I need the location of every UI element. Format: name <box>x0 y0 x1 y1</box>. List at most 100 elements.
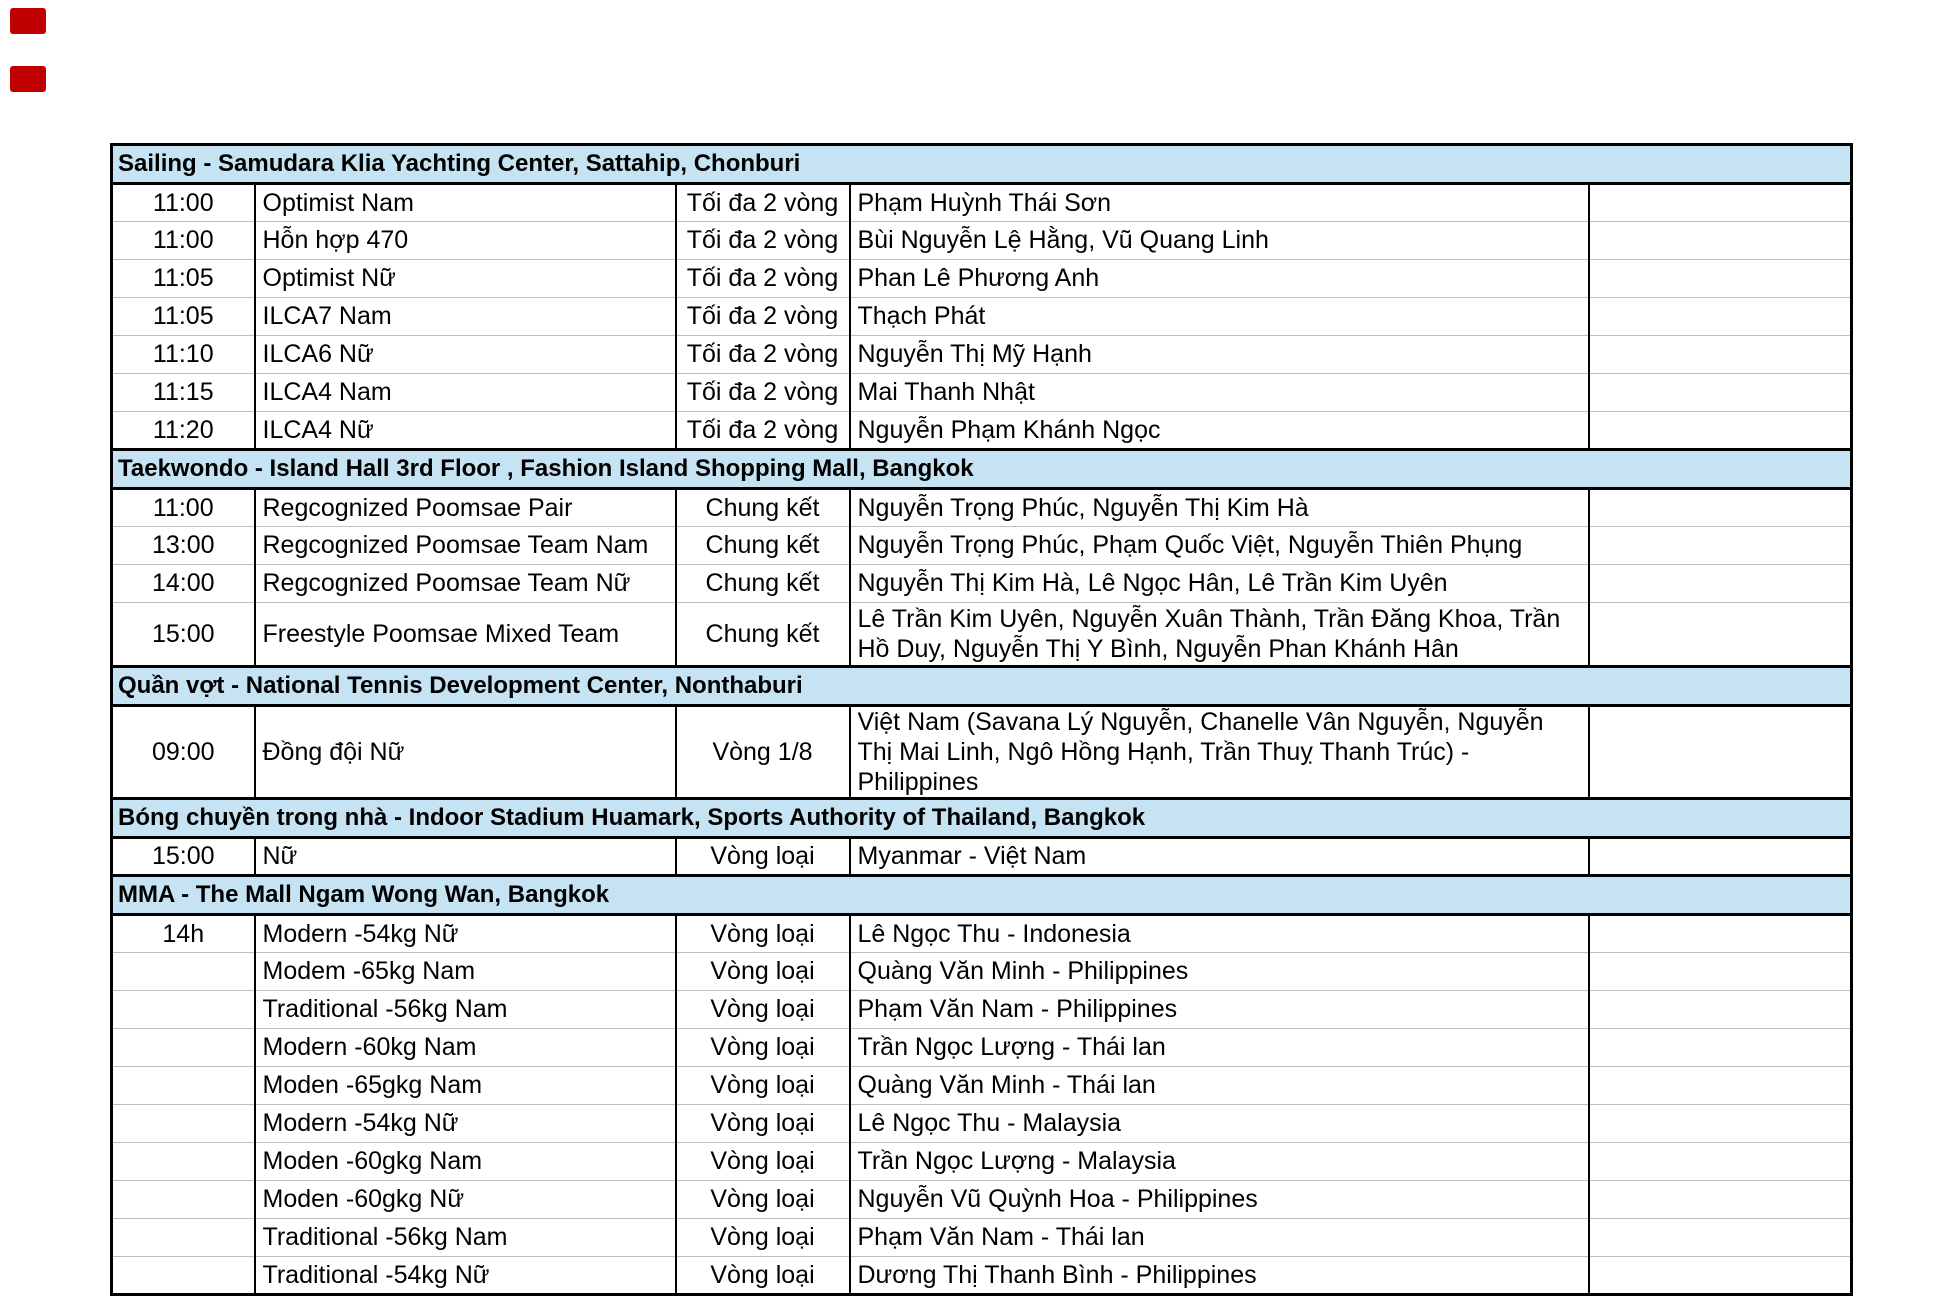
section-header-row: Sailing - Samudara Klia Yachting Center,… <box>111 143 1852 185</box>
athletes-cell: Myanmar - Việt Nam <box>849 837 1590 876</box>
event-cell: Modern -54kg Nữ <box>254 1104 677 1143</box>
round-cell: Tối đa 2 vòng <box>675 373 851 412</box>
schedule-table: Sailing - Samudara Klia Yachting Center,… <box>110 143 1854 1296</box>
time-cell: 11:00 <box>111 488 256 527</box>
section-header-row: Bóng chuyền trong nhà - Indoor Stadium H… <box>111 797 1852 839</box>
table-row: 11:15 ILCA4 Nam Tối đa 2 vòng Mai Thanh Nhậ… <box>111 373 1852 412</box>
table-row: 11:00 Optimist Nam Tối đa 2 vòng Phạm Huỳnh… <box>111 183 1852 222</box>
athletes-cell: Lê Ngọc Thu - Indonesia <box>849 914 1590 953</box>
event-cell: Regcognized Poomsae Pair <box>254 488 677 527</box>
round-cell: Chung kết <box>675 526 851 565</box>
athletes-cell: Mai Thanh Nhật <box>849 373 1590 412</box>
notes-cell <box>1588 837 1852 876</box>
notes-cell <box>1588 1142 1852 1181</box>
table-row: 11:00 Regcognized Poomsae Pair Chung kết Ng… <box>111 488 1852 527</box>
round-cell: Tối đa 2 vòng <box>675 221 851 260</box>
section-header: Bóng chuyền trong nhà - Indoor Stadium H… <box>111 797 1852 839</box>
red-redaction-mark <box>10 8 46 34</box>
table-row: 15:00 Freestyle Poomsae Mixed Team Chung k… <box>111 602 1852 667</box>
athletes-cell: Phan Lê Phương Anh <box>849 259 1590 298</box>
athletes-cell: Việt Nam (Savana Lý Nguyễn, Chanelle Vân… <box>849 705 1590 799</box>
table-row: 09:00 Đồng đội Nữ Vòng 1/8 Việt Nam (Savana… <box>111 705 1852 799</box>
time-cell <box>111 1142 256 1181</box>
section-header-row: MMA - The Mall Ngam Wong Wan, Bangkok <box>111 874 1852 916</box>
event-cell: Traditional -56kg Nam <box>254 990 677 1029</box>
time-cell: 15:00 <box>111 837 256 876</box>
round-cell: Vòng loại <box>675 990 851 1029</box>
athletes-cell: Phạm Văn Nam - Thái lan <box>849 1218 1590 1257</box>
athletes-cell: Nguyễn Trọng Phúc, Phạm Quốc Việt, Nguyễ… <box>849 526 1590 565</box>
notes-cell <box>1588 602 1852 667</box>
time-cell: 11:00 <box>111 221 256 260</box>
round-cell: Vòng loại <box>675 1218 851 1257</box>
event-cell: Modem -65kg Nam <box>254 952 677 991</box>
event-cell: Optimist Nữ <box>254 259 677 298</box>
athletes-cell: Lê Ngọc Thu - Malaysia <box>849 1104 1590 1143</box>
event-cell: ILCA6 Nữ <box>254 335 677 374</box>
event-cell: Regcognized Poomsae Team Nữ <box>254 564 677 603</box>
event-cell: Optimist Nam <box>254 183 677 222</box>
time-cell: 15:00 <box>111 602 256 667</box>
event-cell: Freestyle Poomsae Mixed Team <box>254 602 677 667</box>
notes-cell <box>1588 373 1852 412</box>
round-cell: Vòng 1/8 <box>675 705 851 799</box>
table-row: 11:20 ILCA4 Nữ Tối đa 2 vòng Nguyễn Phạm Kh… <box>111 411 1852 450</box>
athletes-cell: Nguyễn Thị Mỹ Hạnh <box>849 335 1590 374</box>
time-cell: 13:00 <box>111 526 256 565</box>
round-cell: Vòng loại <box>675 1142 851 1181</box>
table-row: 11:05 ILCA7 Nam Tối đa 2 vòng Thạch Phát <box>111 297 1852 336</box>
athletes-cell: Thạch Phát <box>849 297 1590 336</box>
event-cell: ILCA4 Nữ <box>254 411 677 450</box>
event-cell: Moden -60gkg Nữ <box>254 1180 677 1219</box>
round-cell: Tối đa 2 vòng <box>675 259 851 298</box>
athletes-cell: Trần Ngọc Lượng - Thái lan <box>849 1028 1590 1067</box>
event-cell: Đồng đội Nữ <box>254 705 677 799</box>
time-cell: 11:10 <box>111 335 256 374</box>
table-row: Modern -54kg Nữ Vòng loại Lê Ngọc Thu - Ma… <box>111 1104 1852 1143</box>
event-cell: Moden -65gkg Nam <box>254 1066 677 1105</box>
notes-cell <box>1588 990 1852 1029</box>
round-cell: Chung kết <box>675 602 851 667</box>
round-cell: Chung kết <box>675 488 851 527</box>
table-row: 13:00 Regcognized Poomsae Team Nam Chung k… <box>111 526 1852 565</box>
table-row: 11:05 Optimist Nữ Tối đa 2 vòng Phan Lê Phư… <box>111 259 1852 298</box>
schedule-document: Sailing - Samudara Klia Yachting Center,… <box>110 143 1854 1296</box>
round-cell: Chung kết <box>675 564 851 603</box>
athletes-cell: Quàng Văn Minh - Thái lan <box>849 1066 1590 1105</box>
round-cell: Vòng loại <box>675 914 851 953</box>
notes-cell <box>1588 183 1852 222</box>
round-cell: Vòng loại <box>675 837 851 876</box>
event-cell: Nữ <box>254 837 677 876</box>
athletes-cell: Nguyễn Thị Kim Hà, Lê Ngọc Hân, Lê Trần … <box>849 564 1590 603</box>
athletes-cell: Nguyễn Trọng Phúc, Nguyễn Thị Kim Hà <box>849 488 1590 527</box>
athletes-cell: Quàng Văn Minh - Philippines <box>849 952 1590 991</box>
round-cell: Tối đa 2 vòng <box>675 183 851 222</box>
time-cell <box>111 1218 256 1257</box>
table-row: Modem -65kg Nam Vòng loại Quàng Văn Minh -… <box>111 952 1852 991</box>
section-header: Quần vợt - National Tennis Development C… <box>111 665 1852 707</box>
event-cell: Traditional -56kg Nam <box>254 1218 677 1257</box>
notes-cell <box>1588 1066 1852 1105</box>
athletes-cell: Bùi Nguyễn Lệ Hằng, Vũ Quang Linh <box>849 221 1590 260</box>
event-cell: Regcognized Poomsae Team Nam <box>254 526 677 565</box>
event-cell: Modern -54kg Nữ <box>254 914 677 953</box>
notes-cell <box>1588 411 1852 450</box>
notes-cell <box>1588 914 1852 953</box>
table-row: Traditional -56kg Nam Vòng loại Phạm Văn N… <box>111 1218 1852 1257</box>
table-row: Moden -60gkg Nữ Vòng loại Nguyễn Vũ Quỳnh … <box>111 1180 1852 1219</box>
notes-cell <box>1588 952 1852 991</box>
section-header-row: Quần vợt - National Tennis Development C… <box>111 665 1852 707</box>
time-cell <box>111 1180 256 1219</box>
round-cell: Vòng loại <box>675 952 851 991</box>
notes-cell <box>1588 259 1852 298</box>
round-cell: Tối đa 2 vòng <box>675 335 851 374</box>
notes-cell <box>1588 297 1852 336</box>
notes-cell <box>1588 1180 1852 1219</box>
event-cell: ILCA7 Nam <box>254 297 677 336</box>
time-cell <box>111 990 256 1029</box>
table-row: 11:10 ILCA6 Nữ Tối đa 2 vòng Nguyễn Thị Mỹ … <box>111 335 1852 374</box>
notes-cell <box>1588 526 1852 565</box>
round-cell: Vòng loại <box>675 1104 851 1143</box>
table-row: Moden -60gkg Nam Vòng loại Trần Ngọc Lượng… <box>111 1142 1852 1181</box>
time-cell: 11:15 <box>111 373 256 412</box>
